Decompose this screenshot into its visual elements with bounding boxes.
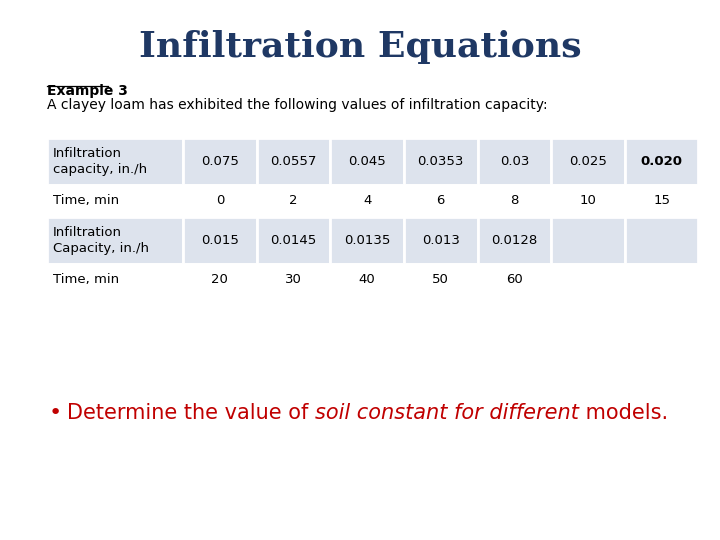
Text: Determine the value of: Determine the value of — [67, 403, 315, 423]
Text: models.: models. — [579, 403, 668, 423]
Text: 0.0557: 0.0557 — [270, 155, 317, 168]
Text: 4: 4 — [363, 194, 372, 207]
Text: Time, min: Time, min — [53, 273, 119, 286]
Text: Time, min: Time, min — [53, 194, 119, 207]
Text: 40: 40 — [359, 273, 375, 286]
Text: Example 3: Example 3 — [47, 84, 127, 98]
Text: 30: 30 — [285, 273, 302, 286]
Text: 0.045: 0.045 — [348, 155, 386, 168]
Text: 0.0135: 0.0135 — [344, 234, 390, 247]
Text: 0.025: 0.025 — [569, 155, 607, 168]
Text: 0.013: 0.013 — [422, 234, 459, 247]
Text: 0.015: 0.015 — [201, 234, 239, 247]
Text: 0.03: 0.03 — [500, 155, 529, 168]
Text: 50: 50 — [432, 273, 449, 286]
Text: 6: 6 — [436, 194, 445, 207]
Text: 60: 60 — [506, 273, 523, 286]
Text: A clayey loam has exhibited the following values of infiltration capacity:: A clayey loam has exhibited the followin… — [47, 98, 547, 112]
Text: 0.0145: 0.0145 — [270, 234, 317, 247]
Text: 10: 10 — [580, 194, 596, 207]
Text: Infiltration Equations: Infiltration Equations — [139, 30, 581, 64]
Text: 0.020: 0.020 — [641, 155, 683, 168]
Text: Infiltration
Capacity, in./h: Infiltration Capacity, in./h — [53, 226, 148, 255]
Text: 0.075: 0.075 — [201, 155, 239, 168]
Text: 20: 20 — [212, 273, 228, 286]
Text: 2: 2 — [289, 194, 297, 207]
Text: 8: 8 — [510, 194, 518, 207]
Text: 0: 0 — [215, 194, 224, 207]
Text: 15: 15 — [653, 194, 670, 207]
Text: 0.0353: 0.0353 — [418, 155, 464, 168]
Text: Infiltration
capacity, in./h: Infiltration capacity, in./h — [53, 147, 147, 176]
Text: soil constant for different: soil constant for different — [315, 403, 579, 423]
Text: 0.0128: 0.0128 — [491, 234, 537, 247]
Text: •: • — [49, 403, 62, 423]
